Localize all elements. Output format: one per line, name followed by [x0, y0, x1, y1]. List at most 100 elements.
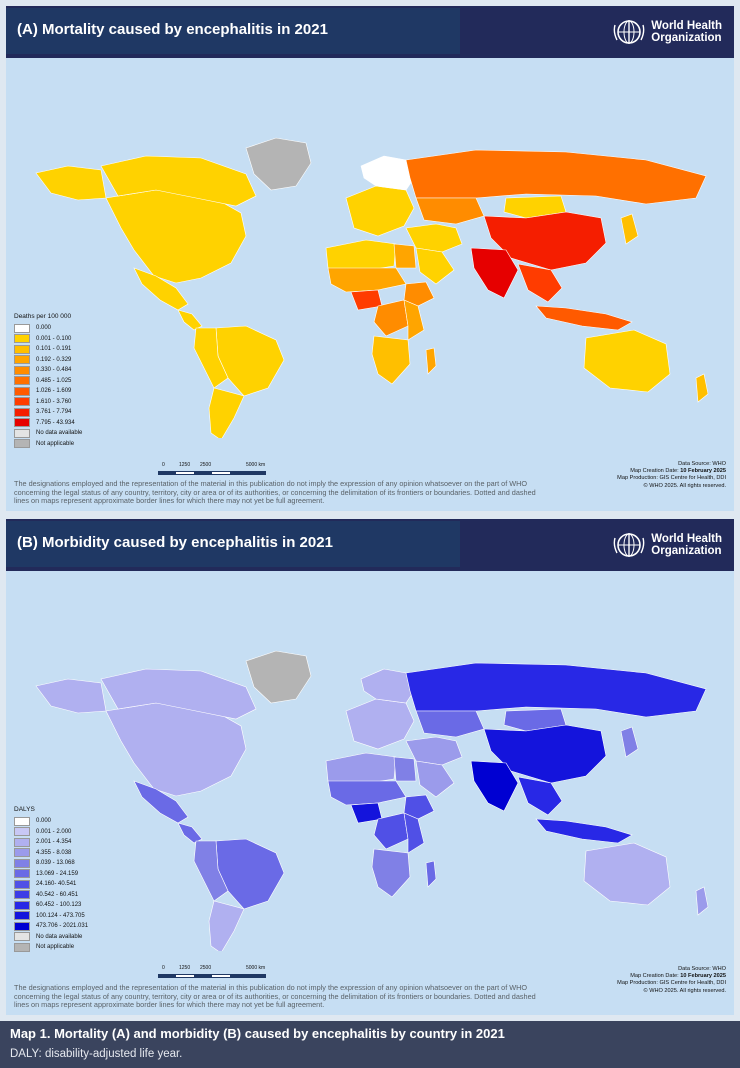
region-kazakhstan: [415, 710, 485, 738]
legend-swatch: [14, 932, 30, 942]
legend-swatch: [14, 921, 30, 931]
legend-label: 2.001 - 4.354: [36, 839, 72, 846]
region-congo: [373, 299, 409, 337]
region-central-america: [177, 822, 203, 844]
scale-bar: 0 1250 2500 5000 km: [158, 965, 293, 991]
who-line2: Organization: [651, 545, 722, 557]
scale-label: 0: [162, 462, 165, 468]
scale-label: 5000 km: [246, 462, 266, 468]
legend-swatch: [14, 386, 30, 396]
scale-label: 5000 km: [246, 965, 266, 971]
figure-caption: Map 1. Mortality (A) and morbidity (B) c…: [0, 1021, 740, 1068]
region-china: [483, 211, 607, 271]
legend-item: 0.001 - 0.100: [14, 334, 82, 345]
region-alaska: [35, 678, 107, 714]
legend-label: 0.000: [36, 325, 52, 332]
region-canada: [100, 155, 257, 207]
caption-subtitle: DALY: disability-adjusted life year.: [10, 1048, 183, 1060]
region-egypt: [393, 756, 417, 782]
region-mexico: [133, 267, 189, 311]
legend-swatch: [14, 848, 30, 858]
region-indonesia: [535, 305, 633, 331]
region-madagascar: [425, 347, 437, 375]
who-line2: Organization: [651, 32, 722, 44]
legend-swatch: [14, 890, 30, 900]
legend-item: 0.330 - 0.484: [14, 365, 82, 376]
disclaimer: The designations employed and the repres…: [14, 479, 536, 505]
legend-item: 100.124 - 473.705: [14, 911, 88, 922]
who-wordmark: World Health Organization: [651, 20, 722, 44]
credit-copyright: © WHO 2025. All rights reserved.: [643, 987, 726, 994]
region-southeast-asia: [517, 776, 563, 816]
legend-label: 0.485 - 1.025: [36, 377, 72, 384]
legend-morbidity: DALYS 0.000 0.001 - 2.000 2.001 - 4.354 4.3…: [14, 806, 88, 953]
legend-label: Not applicable: [36, 440, 75, 447]
legend-item: No data available: [14, 932, 88, 943]
region-europe: [345, 698, 415, 750]
legend-item: 8.039 - 13.068: [14, 858, 88, 869]
legend-label: 3.761 - 7.794: [36, 409, 72, 416]
region-australia: [583, 329, 671, 393]
legend-item: 0.485 - 1.025: [14, 376, 82, 387]
legend-item: 24.160- 40.541: [14, 879, 88, 890]
region-congo: [373, 812, 409, 850]
legend-label: 1.610 - 3.760: [36, 398, 72, 405]
legend-item: 13.069 - 24.159: [14, 869, 88, 880]
region-east-africa: [403, 299, 425, 341]
legend-label: 4.355 - 8.038: [36, 849, 72, 856]
region-north-africa: [325, 239, 397, 273]
region-new-zealand: [695, 373, 709, 403]
who-emblem-icon: [613, 533, 645, 557]
credit-production: GIS Centre for Health, DDI: [659, 475, 726, 482]
caption-title: Map 1. Mortality (A) and morbidity (B) c…: [10, 1026, 505, 1041]
region-australia: [583, 842, 671, 906]
legend-label: 0.330 - 0.484: [36, 367, 72, 374]
region-greenland: [245, 650, 312, 704]
panel-b-title-box: (B) Morbidity caused by encephalitis in …: [6, 521, 460, 567]
region-china: [483, 724, 607, 784]
legend-swatch: [14, 365, 30, 375]
scale-label: 1250: [179, 965, 191, 971]
legend-item: No data available: [14, 428, 82, 439]
who-logo: World Health Organization: [612, 15, 722, 49]
region-nigeria: [350, 289, 383, 311]
region-india: [470, 247, 519, 299]
legend-swatch: [14, 323, 30, 333]
legend-item: 0.001 - 2.000: [14, 827, 88, 838]
who-emblem-icon: [613, 20, 645, 44]
legend-swatch: [14, 879, 30, 889]
region-southern-africa: [371, 335, 411, 385]
region-scandinavia: [360, 668, 415, 704]
disclaimer: The designations employed and the repres…: [14, 983, 536, 1009]
region-north-africa: [325, 752, 397, 786]
credit-date: 10 February 2025: [680, 973, 726, 980]
region-ethiopia: [403, 281, 435, 307]
legend-label: 0.001 - 0.100: [36, 335, 72, 342]
legend-label: Not applicable: [36, 944, 75, 951]
region-southern-cone: [208, 387, 245, 438]
legend-label: 0.000: [36, 818, 52, 825]
legend-swatch: [14, 942, 30, 952]
panel-morbidity: (B) Morbidity caused by encephalitis in …: [6, 519, 734, 1015]
legend-item: Not applicable: [14, 942, 88, 953]
world-map-morbidity: [35, 650, 709, 951]
scale-bar: 0 1250 2500 5000 km: [158, 462, 293, 488]
map-credits: Data Source: WHO Map Creation Date: 10 F…: [617, 461, 726, 489]
region-madagascar: [425, 860, 437, 888]
legend-item: 0.192 - 0.329: [14, 355, 82, 366]
legend-swatch: [14, 900, 30, 910]
credit-production: GIS Centre for Health, DDI: [659, 980, 726, 987]
region-europe: [345, 185, 415, 237]
legend-swatch: [14, 827, 30, 837]
legend-label: 473.706 - 2021.031: [36, 923, 89, 930]
legend-item: 40.542 - 60.451: [14, 890, 88, 901]
legend-swatch: [14, 344, 30, 354]
scale-label: 2500: [200, 462, 212, 468]
region-india: [470, 760, 519, 812]
legend-label: 13.069 - 24.159: [36, 870, 79, 877]
legend-label: 100.124 - 473.705: [36, 912, 85, 919]
region-alaska: [35, 165, 107, 201]
legend-swatch: [14, 407, 30, 417]
region-arabia: [415, 247, 455, 285]
region-canada: [100, 668, 257, 720]
